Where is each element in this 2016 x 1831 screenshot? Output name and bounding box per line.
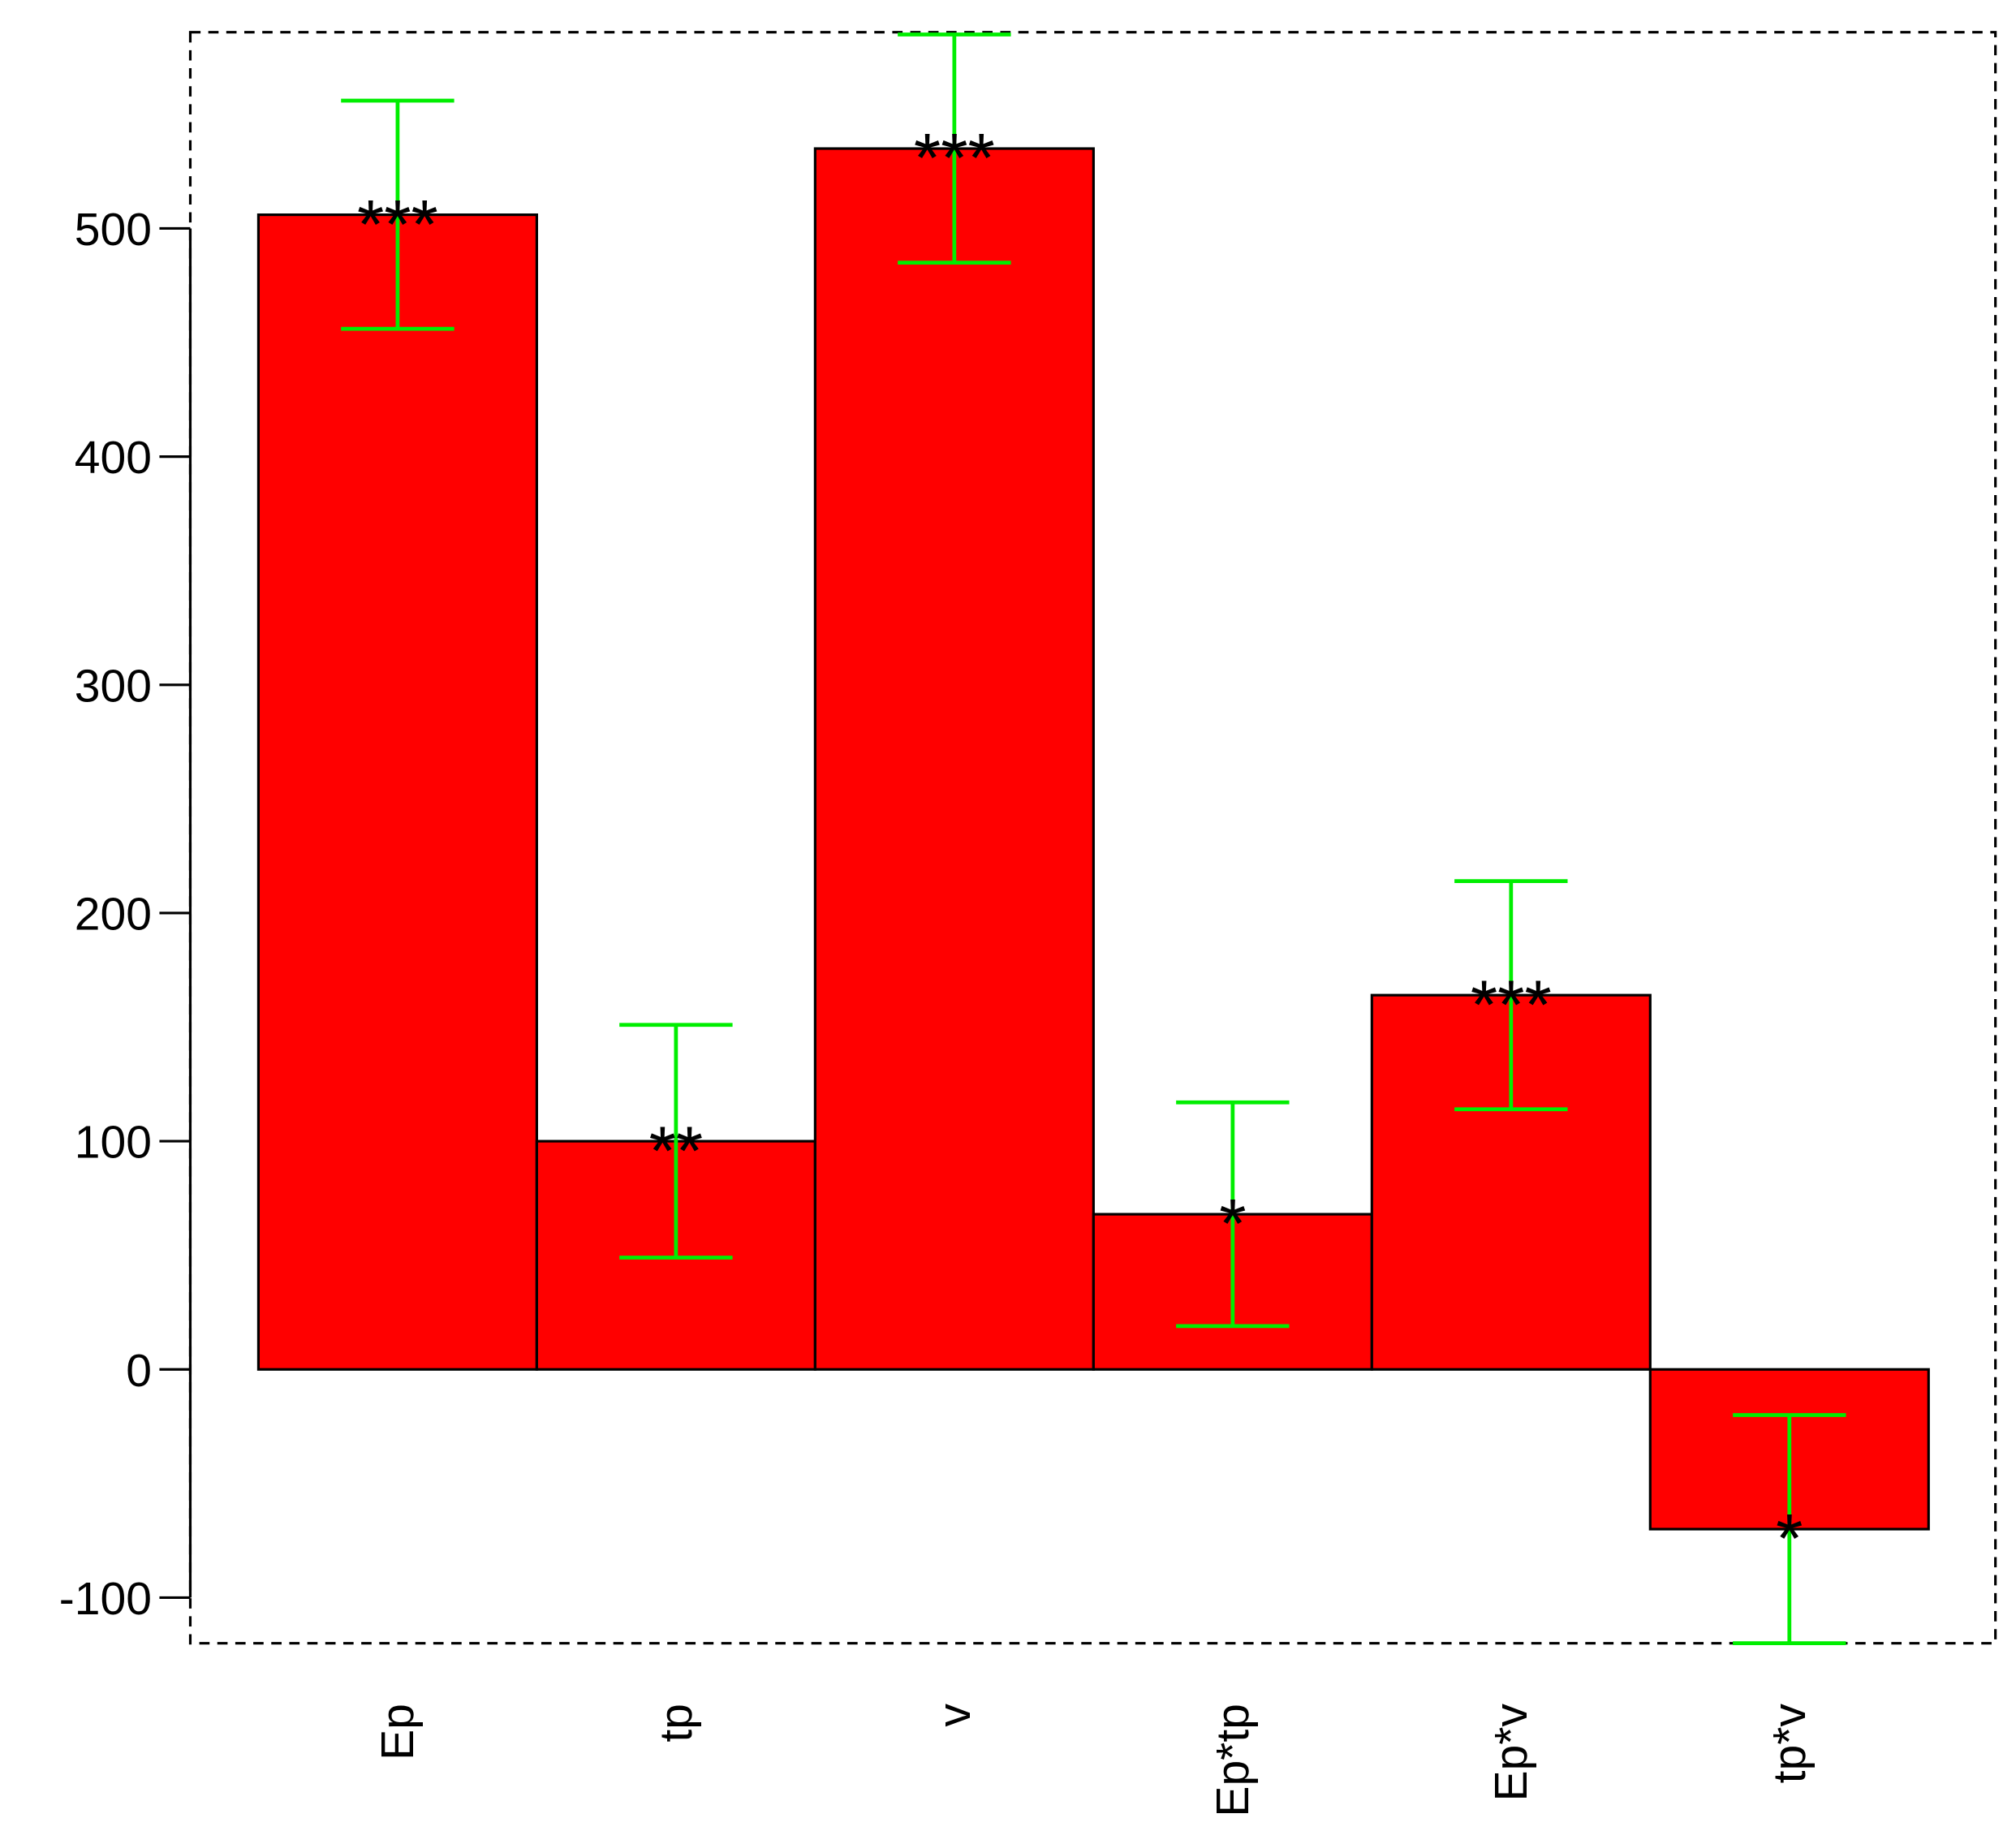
y-tick-label: 100 bbox=[75, 1117, 152, 1169]
x-tick-label: Ep*v bbox=[1485, 1704, 1537, 1802]
bar bbox=[256, 213, 538, 1371]
significance-label: *** bbox=[357, 187, 438, 264]
x-tick-label: tp*v bbox=[1764, 1704, 1816, 1784]
y-tick-label: 400 bbox=[75, 432, 152, 484]
error-bar bbox=[1733, 1413, 1846, 1646]
y-tick-label: 200 bbox=[75, 889, 152, 941]
significance-label: *** bbox=[914, 120, 995, 197]
plot-box bbox=[188, 31, 1997, 1645]
bar bbox=[813, 147, 1095, 1371]
y-tick-label: 0 bbox=[126, 1345, 152, 1397]
error-bar bbox=[619, 1023, 733, 1260]
x-tick-label: v bbox=[928, 1704, 980, 1727]
significance-label: * bbox=[1219, 1186, 1246, 1263]
x-tick-label: tp bbox=[650, 1704, 702, 1743]
error-bar bbox=[1454, 879, 1568, 1112]
y-tick-label: -100 bbox=[59, 1573, 152, 1625]
error-bar bbox=[1176, 1100, 1290, 1329]
y-tick-label: 300 bbox=[75, 660, 152, 712]
x-tick-label: Ep bbox=[372, 1704, 424, 1760]
x-tick-label: Ep*tp bbox=[1207, 1704, 1259, 1816]
significance-label: ** bbox=[649, 1113, 704, 1190]
significance-label: * bbox=[1776, 1501, 1803, 1578]
y-tick-label: 500 bbox=[75, 204, 152, 256]
significance-label: *** bbox=[1471, 967, 1552, 1044]
error-bar bbox=[341, 98, 454, 331]
error-bar bbox=[898, 32, 1011, 265]
